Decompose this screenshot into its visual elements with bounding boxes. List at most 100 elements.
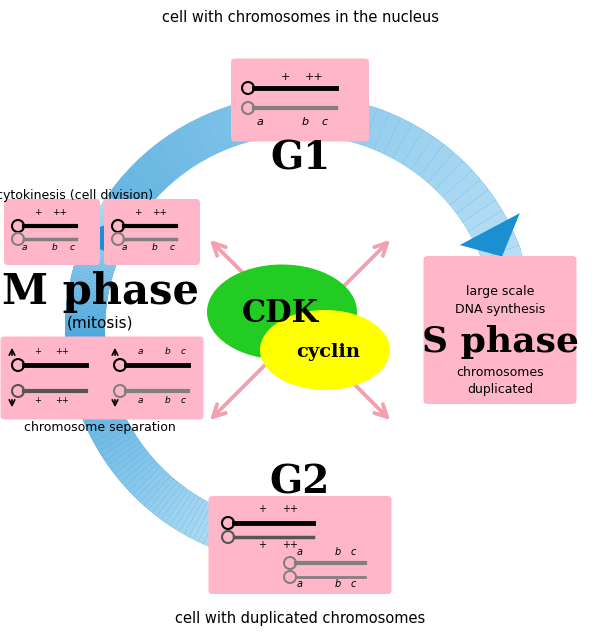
Polygon shape — [79, 243, 119, 264]
Polygon shape — [136, 470, 167, 502]
Polygon shape — [68, 290, 108, 298]
Polygon shape — [72, 377, 112, 392]
Text: chromosomes: chromosomes — [456, 366, 544, 378]
Polygon shape — [88, 223, 127, 246]
Polygon shape — [443, 170, 476, 201]
Polygon shape — [88, 415, 127, 438]
Polygon shape — [72, 268, 112, 283]
Polygon shape — [65, 337, 105, 340]
Polygon shape — [119, 175, 154, 206]
Polygon shape — [344, 101, 365, 143]
Text: a: a — [21, 243, 27, 252]
Text: b: b — [152, 243, 158, 252]
Polygon shape — [356, 105, 375, 145]
Text: +: + — [134, 208, 142, 217]
Polygon shape — [94, 215, 130, 236]
Polygon shape — [144, 150, 175, 184]
Polygon shape — [170, 128, 201, 168]
Polygon shape — [98, 204, 136, 231]
Polygon shape — [199, 506, 220, 544]
Polygon shape — [65, 326, 105, 330]
Polygon shape — [66, 304, 106, 311]
Polygon shape — [302, 95, 315, 135]
Text: cell with duplicated chromosomes: cell with duplicated chromosomes — [175, 610, 425, 625]
Polygon shape — [69, 367, 109, 377]
Text: chromosome separation: chromosome separation — [24, 422, 176, 434]
Polygon shape — [65, 315, 106, 328]
Polygon shape — [173, 129, 200, 166]
Polygon shape — [121, 457, 155, 486]
Polygon shape — [122, 166, 160, 202]
Polygon shape — [78, 394, 117, 410]
Polygon shape — [65, 331, 105, 335]
Polygon shape — [428, 152, 463, 190]
Polygon shape — [454, 186, 490, 215]
Polygon shape — [71, 265, 113, 286]
Polygon shape — [425, 150, 456, 184]
Text: cell with chromosomes in the nucleus: cell with chromosomes in the nucleus — [161, 11, 439, 25]
Polygon shape — [65, 329, 105, 332]
Polygon shape — [482, 245, 523, 269]
Polygon shape — [94, 213, 131, 236]
Polygon shape — [485, 257, 527, 279]
Text: ++: ++ — [53, 208, 67, 217]
Polygon shape — [166, 490, 197, 530]
Polygon shape — [79, 248, 117, 264]
Polygon shape — [385, 118, 409, 157]
Text: a: a — [121, 243, 127, 252]
Text: a: a — [137, 347, 143, 356]
Polygon shape — [166, 490, 192, 526]
Polygon shape — [354, 104, 377, 146]
Polygon shape — [436, 161, 472, 197]
Text: b: b — [335, 547, 341, 557]
Polygon shape — [155, 484, 188, 523]
Polygon shape — [225, 105, 244, 145]
Polygon shape — [82, 236, 121, 258]
Polygon shape — [443, 170, 481, 205]
Text: ++: ++ — [55, 396, 69, 405]
Polygon shape — [446, 175, 481, 206]
Polygon shape — [99, 431, 136, 456]
Polygon shape — [211, 110, 232, 149]
Text: c: c — [70, 243, 74, 252]
Polygon shape — [68, 359, 109, 378]
Polygon shape — [327, 97, 340, 138]
Polygon shape — [239, 100, 260, 142]
Polygon shape — [89, 225, 126, 244]
Polygon shape — [464, 204, 502, 231]
Polygon shape — [114, 180, 149, 211]
Polygon shape — [192, 116, 220, 157]
Polygon shape — [100, 204, 135, 228]
Text: b: b — [335, 579, 341, 589]
Polygon shape — [100, 196, 140, 228]
Polygon shape — [161, 487, 188, 523]
FancyBboxPatch shape — [231, 58, 369, 142]
Polygon shape — [184, 500, 208, 537]
Polygon shape — [71, 272, 111, 284]
Polygon shape — [75, 259, 114, 273]
Polygon shape — [150, 142, 184, 180]
Polygon shape — [94, 207, 134, 237]
Polygon shape — [82, 237, 121, 257]
Polygon shape — [73, 262, 113, 278]
Polygon shape — [224, 514, 241, 554]
Polygon shape — [223, 502, 263, 567]
Polygon shape — [70, 370, 112, 391]
Text: ++: ++ — [55, 347, 69, 356]
Polygon shape — [65, 328, 105, 340]
Polygon shape — [227, 103, 250, 145]
Polygon shape — [101, 198, 139, 225]
Polygon shape — [83, 237, 121, 255]
Polygon shape — [67, 298, 107, 305]
Text: b: b — [165, 347, 171, 356]
Polygon shape — [74, 383, 113, 397]
Polygon shape — [76, 388, 115, 403]
Text: +: + — [280, 72, 290, 82]
Polygon shape — [92, 217, 129, 238]
Polygon shape — [400, 129, 427, 166]
Polygon shape — [140, 473, 170, 506]
Polygon shape — [91, 217, 129, 241]
Polygon shape — [70, 371, 110, 383]
Polygon shape — [149, 145, 179, 180]
FancyBboxPatch shape — [424, 256, 577, 404]
